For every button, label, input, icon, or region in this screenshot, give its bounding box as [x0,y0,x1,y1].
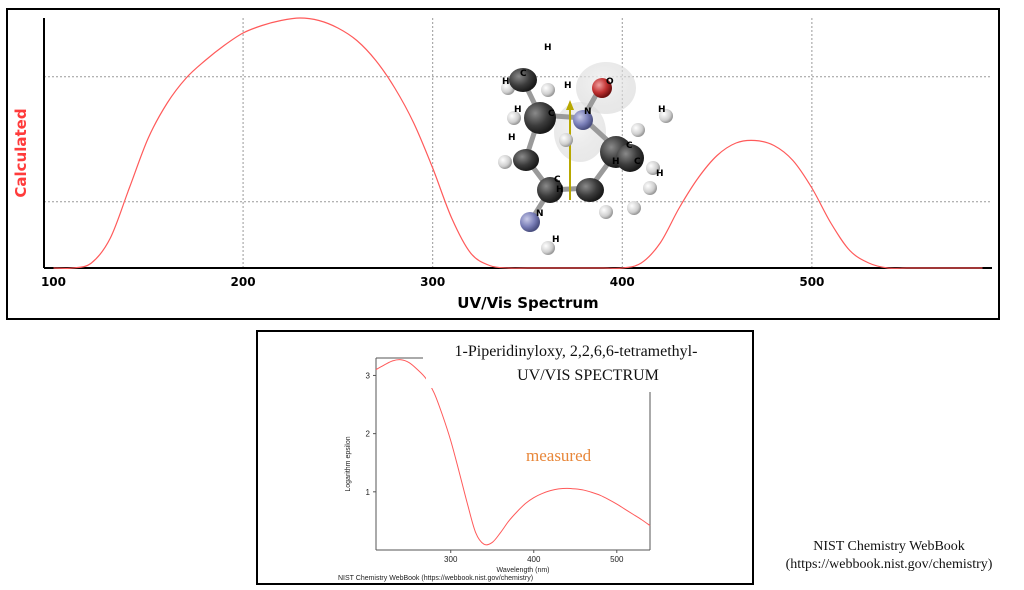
meas-x-tick-label: 300 [444,555,458,564]
meas-series-line [375,359,651,546]
calculated-chart-panel: 100 200 300 400 500 UV/Vis Spectrum Calculated [6,8,1000,320]
meas-y-tick-label: 2 [366,430,371,439]
svg-text:H: H [502,77,510,87]
svg-text:O: O [606,77,614,87]
svg-text:C: C [634,157,641,167]
calc-x-tick-label: 300 [420,275,445,289]
calc-x-tick-label: 400 [610,275,635,289]
meas-y-axis-label: Logarithm epsilon [345,436,352,491]
meas-title-line1: 1-Piperidinyloxy, 2,2,6,6-tetramethyl- [455,343,698,360]
meas-footer: NIST Chemistry WebBook (https://webbook.… [338,575,533,582]
nist-credit: NIST Chemistry WebBook (https://webbook.… [760,538,1018,574]
nitrogen-atom [520,212,540,232]
meas-x-axis-label: Wavelength (nm) [496,567,549,574]
measured-chart-panel: 1 2 3 300 400 500 1-Piperidinyloxy, 2,2,6,6-te… [256,330,754,585]
calculated-chart: 100 200 300 400 500 UV/Vis Spectrum Calculated [12,17,992,312]
dipole-arrow-head [566,100,574,110]
svg-text:H: H [556,185,564,195]
svg-text:C: C [548,109,555,119]
atom-labels: H H C H N O C H H H C C C H H H N H [502,43,666,245]
svg-text:N: N [584,107,592,117]
svg-text:C: C [520,69,527,79]
meas-y-tick-label: 3 [366,371,371,380]
calc-x-axis-label: UV/Vis Spectrum [457,294,598,312]
oxygen-atom [592,78,612,98]
meas-title-background [426,338,726,388]
calc-x-tick-label: 500 [799,275,824,289]
svg-text:H: H [508,133,516,143]
svg-text:C: C [626,141,633,151]
meas-y-tick-label: 1 [366,488,371,497]
meas-annotation: measured [526,446,592,465]
molecule-3d-model: H H C H N O C H H H C C C H H H N H [498,43,673,255]
svg-text:H: H [564,81,572,91]
calc-y-axis-label: Calculated [12,108,30,197]
svg-text:H: H [514,105,522,115]
meas-x-tick-label: 400 [527,555,541,564]
calc-x-tick-label: 100 [41,275,66,289]
svg-text:H: H [544,43,552,53]
hydrogen-atoms [498,81,673,255]
svg-text:H: H [552,235,560,245]
nist-credit-line2: (https://webbook.nist.gov/chemistry) [785,557,993,572]
meas-title-line2: UV/VIS SPECTRUM [517,367,659,384]
calc-series-line [53,17,983,269]
calc-x-tick-label: 200 [231,275,256,289]
svg-text:H: H [656,169,664,179]
nitrogen-atom [573,110,593,130]
svg-text:H: H [612,157,620,167]
measured-chart: 1 2 3 300 400 500 1-Piperidinyloxy, 2,2,6,6-te… [338,338,726,582]
svg-text:N: N [536,209,544,219]
nist-credit-line1: NIST Chemistry WebBook [813,539,965,554]
svg-text:C: C [554,175,561,185]
carbon-atoms [509,68,644,203]
svg-text:H: H [658,105,666,115]
meas-x-tick-label: 500 [610,555,624,564]
